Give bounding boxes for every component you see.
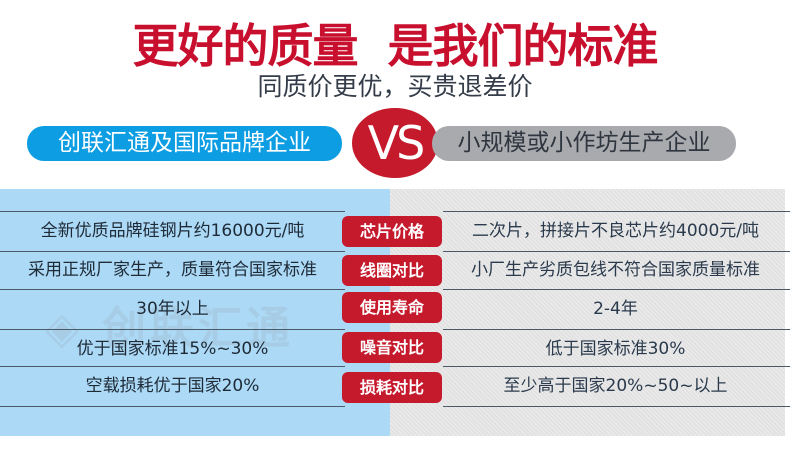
watermark-logo: ◈ 创联汇通: [45, 303, 295, 354]
competitor-value: 低于国家标准30%: [545, 339, 686, 359]
vs-badge: VS: [352, 108, 438, 178]
our-value: 30年以上: [136, 299, 209, 319]
divider: [0, 211, 345, 212]
divider: [443, 329, 790, 330]
our-value: 采用正规厂家生产，质量符合国家标准: [28, 260, 317, 280]
competitor-pill: 小规模或小作坊生产企业: [432, 126, 736, 161]
divider: [0, 366, 345, 367]
divider: [443, 406, 790, 407]
our-value: 全新优质品牌硅钢片约16000元/吨: [40, 221, 305, 241]
competitor-value: 至少高于国家20%~50~以上: [503, 376, 728, 396]
our-panel: [0, 189, 390, 436]
divider: [0, 289, 345, 290]
category-tag: 使用寿命: [342, 292, 442, 323]
competitor-value: 二次片，拼接片不良芯片约4000元/吨: [472, 221, 759, 241]
our-value: 优于国家标准15%~30%: [76, 339, 269, 359]
category-tag: 噪音对比: [342, 332, 442, 363]
divider: [443, 289, 790, 290]
watermark-text: 创联汇通: [102, 303, 295, 354]
our-brand-pill: 创联汇通及国际品牌企业: [27, 126, 342, 161]
divider: [443, 251, 790, 252]
divider: [0, 329, 345, 330]
competitor-value: 小厂生产劣质包线不符合国家质量标准: [471, 260, 760, 280]
category-tag: 损耗对比: [342, 372, 442, 403]
subtitle: 同质价更优，买贵退差价: [257, 72, 533, 101]
divider: [0, 406, 345, 407]
competitor-value: 2-4年: [593, 299, 638, 319]
category-tag: 线圈对比: [342, 255, 442, 286]
category-tag: 芯片价格: [342, 216, 442, 247]
divider: [443, 211, 790, 212]
page-title: 更好的质量 是我们的标准: [132, 19, 658, 73]
divider: [443, 366, 790, 367]
competitor-panel: [390, 189, 785, 436]
our-value: 空载损耗优于国家20%: [85, 376, 260, 396]
divider: [0, 251, 345, 252]
